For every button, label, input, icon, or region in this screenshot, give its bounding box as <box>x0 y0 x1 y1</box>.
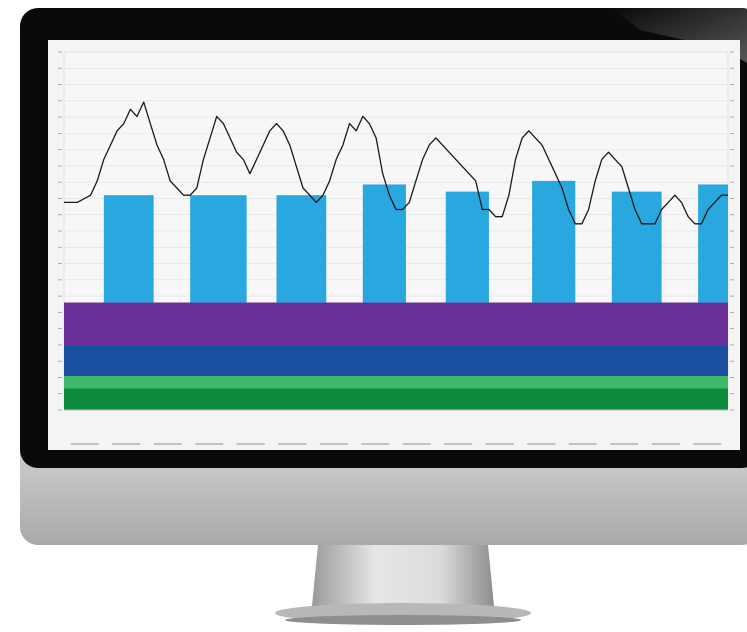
bar-block-2 <box>276 195 327 310</box>
bar-block-1 <box>190 195 247 310</box>
bar-block-7 <box>698 184 728 310</box>
bar-block-4 <box>445 191 489 310</box>
bar-block-5 <box>532 180 576 310</box>
bezel-gloss <box>612 8 747 63</box>
stand-shadow <box>285 615 521 625</box>
band-0 <box>64 388 728 410</box>
bar-block-0 <box>103 195 154 310</box>
monitor-stand-neck <box>312 545 494 606</box>
band-overlay <box>64 302 728 346</box>
bar-block-3 <box>362 184 406 310</box>
band-2 <box>64 345 728 376</box>
series-line <box>64 101 728 225</box>
chart <box>58 51 734 445</box>
bar-block-6 <box>611 191 662 310</box>
band-1 <box>64 375 728 389</box>
